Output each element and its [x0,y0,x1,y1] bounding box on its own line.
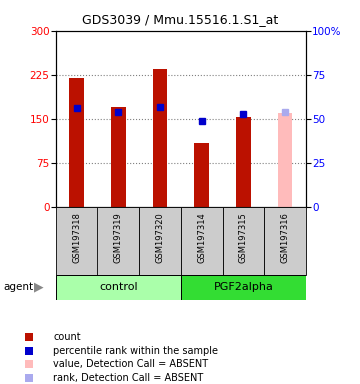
Text: GSM197316: GSM197316 [281,212,290,263]
Text: rank, Detection Call = ABSENT: rank, Detection Call = ABSENT [54,373,204,383]
Bar [69,78,84,207]
Text: value, Detection Call = ABSENT: value, Detection Call = ABSENT [54,359,209,369]
Text: percentile rank within the sample: percentile rank within the sample [54,346,219,356]
Bar [56,275,181,300]
Bar [236,117,251,207]
Text: control: control [99,282,138,292]
Text: GSM197314: GSM197314 [197,212,206,263]
Bar [153,69,167,207]
Text: GDS3039 / Mmu.15516.1.S1_at: GDS3039 / Mmu.15516.1.S1_at [82,13,278,26]
Bar [278,113,292,207]
Text: GSM197318: GSM197318 [72,212,81,263]
Bar [111,107,126,207]
Bar [222,207,264,275]
Text: ▶: ▶ [34,281,44,293]
Bar [98,207,139,275]
Bar [139,207,181,275]
Bar [194,142,209,207]
Bar [264,207,306,275]
Text: PGF2alpha: PGF2alpha [213,282,273,292]
Text: GSM197315: GSM197315 [239,212,248,263]
Bar [181,207,222,275]
Text: agent: agent [4,282,34,292]
Bar [56,207,98,275]
Text: GSM197319: GSM197319 [114,212,123,263]
Text: GSM197320: GSM197320 [156,212,165,263]
Bar [181,275,306,300]
Text: count: count [54,332,81,342]
